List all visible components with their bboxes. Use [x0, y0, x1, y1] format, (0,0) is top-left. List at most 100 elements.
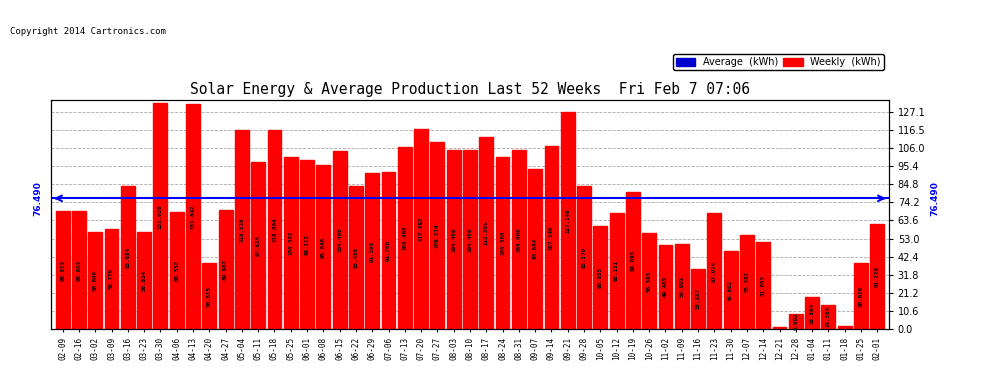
Bar [854, 263, 868, 329]
Text: 9.092: 9.092 [793, 313, 798, 330]
Legend: Average  (kWh), Weekly  (kWh): Average (kWh), Weekly (kWh) [673, 54, 884, 70]
Text: 107.140: 107.140 [548, 225, 554, 250]
Text: 106.468: 106.468 [402, 226, 407, 251]
Text: 95.846: 95.846 [321, 237, 326, 258]
Bar [169, 212, 183, 329]
Bar [772, 327, 786, 329]
Bar [463, 150, 477, 329]
Bar [381, 172, 395, 329]
Text: 68.903: 68.903 [76, 260, 81, 281]
Bar [560, 112, 574, 329]
Text: 104.606: 104.606 [517, 228, 522, 252]
Text: 50.093: 50.093 [679, 276, 684, 297]
Bar [838, 326, 851, 329]
Bar [496, 157, 510, 329]
Text: 38.815: 38.815 [207, 285, 212, 306]
Text: 93.884: 93.884 [533, 238, 538, 260]
Text: 68.131: 68.131 [614, 261, 619, 282]
Bar [626, 192, 640, 329]
Text: 49.463: 49.463 [663, 276, 668, 297]
Bar [121, 186, 135, 329]
Bar [870, 225, 884, 329]
Text: 45.802: 45.802 [729, 279, 734, 300]
Text: 55.302: 55.302 [744, 272, 749, 292]
Bar [317, 165, 331, 329]
Text: 116.526: 116.526 [240, 217, 245, 242]
Text: 35.337: 35.337 [696, 288, 701, 309]
Text: 58.770: 58.770 [109, 268, 114, 290]
Text: Copyright 2014 Cartronics.com: Copyright 2014 Cartronics.com [10, 27, 165, 36]
Bar [643, 233, 656, 329]
Text: 60.055: 60.055 [598, 267, 603, 288]
Text: 131.920: 131.920 [157, 204, 163, 229]
Bar [610, 213, 624, 329]
Text: 14.364: 14.364 [826, 306, 831, 327]
Bar [55, 211, 69, 329]
Text: 112.301: 112.301 [484, 221, 489, 245]
Text: 67.974: 67.974 [712, 261, 717, 282]
Bar [219, 210, 233, 329]
Text: 56.660: 56.660 [93, 270, 98, 291]
Text: 18.884: 18.884 [810, 303, 815, 324]
Text: 104.406: 104.406 [338, 228, 343, 252]
Bar [544, 146, 558, 329]
Text: 91.700: 91.700 [386, 240, 391, 261]
Bar [186, 104, 200, 329]
Bar [333, 150, 346, 329]
Bar [446, 150, 460, 329]
Text: 100.582: 100.582 [288, 231, 293, 255]
Text: 127.140: 127.140 [565, 208, 570, 233]
Text: 97.614: 97.614 [255, 235, 260, 256]
Bar [138, 232, 151, 329]
Text: 76.490: 76.490 [34, 181, 43, 216]
Bar [267, 130, 281, 329]
Bar [756, 242, 770, 329]
Text: 100.508: 100.508 [500, 231, 505, 255]
Bar [741, 235, 753, 329]
Text: 68.813: 68.813 [60, 260, 65, 281]
Bar [398, 147, 412, 329]
Text: 116.664: 116.664 [272, 217, 277, 242]
Bar [300, 160, 314, 329]
Bar [88, 232, 102, 329]
Text: 83.684: 83.684 [126, 247, 131, 268]
Bar [414, 129, 428, 329]
Title: Solar Energy & Average Production Last 52 Weeks  Fri Feb 7 07:06: Solar Energy & Average Production Last 5… [190, 82, 750, 98]
Bar [284, 157, 298, 329]
Bar [675, 243, 689, 329]
Bar [431, 142, 445, 329]
Bar [593, 226, 607, 329]
Bar [105, 229, 119, 329]
Text: 109.224: 109.224 [435, 224, 440, 248]
Bar [153, 104, 167, 329]
Text: 104.456: 104.456 [451, 228, 456, 252]
Text: 38.620: 38.620 [858, 286, 863, 307]
Text: 131.642: 131.642 [190, 204, 195, 229]
Bar [577, 186, 591, 329]
Text: 61.228: 61.228 [875, 266, 880, 287]
Text: 80.093: 80.093 [631, 250, 636, 271]
Text: 83.579: 83.579 [581, 247, 586, 268]
Bar [479, 137, 493, 329]
Bar [365, 173, 379, 329]
Bar [789, 314, 803, 329]
Text: 51.053: 51.053 [760, 275, 765, 296]
Text: 99.112: 99.112 [305, 234, 310, 255]
Bar [691, 269, 705, 329]
Bar [72, 211, 86, 329]
Text: 104.456: 104.456 [467, 228, 472, 252]
Text: 56.834: 56.834 [142, 270, 147, 291]
Bar [658, 244, 672, 329]
Bar [805, 297, 819, 329]
Bar [724, 251, 738, 329]
Text: 56.363: 56.363 [646, 270, 651, 291]
Bar [822, 304, 836, 329]
Text: 68.332: 68.332 [174, 260, 179, 281]
Bar [349, 186, 363, 329]
Bar [235, 130, 248, 329]
Text: 91.390: 91.390 [369, 240, 374, 261]
Bar [512, 150, 526, 329]
Text: 69.907: 69.907 [223, 259, 228, 280]
Bar [708, 213, 722, 329]
Bar [202, 263, 216, 329]
